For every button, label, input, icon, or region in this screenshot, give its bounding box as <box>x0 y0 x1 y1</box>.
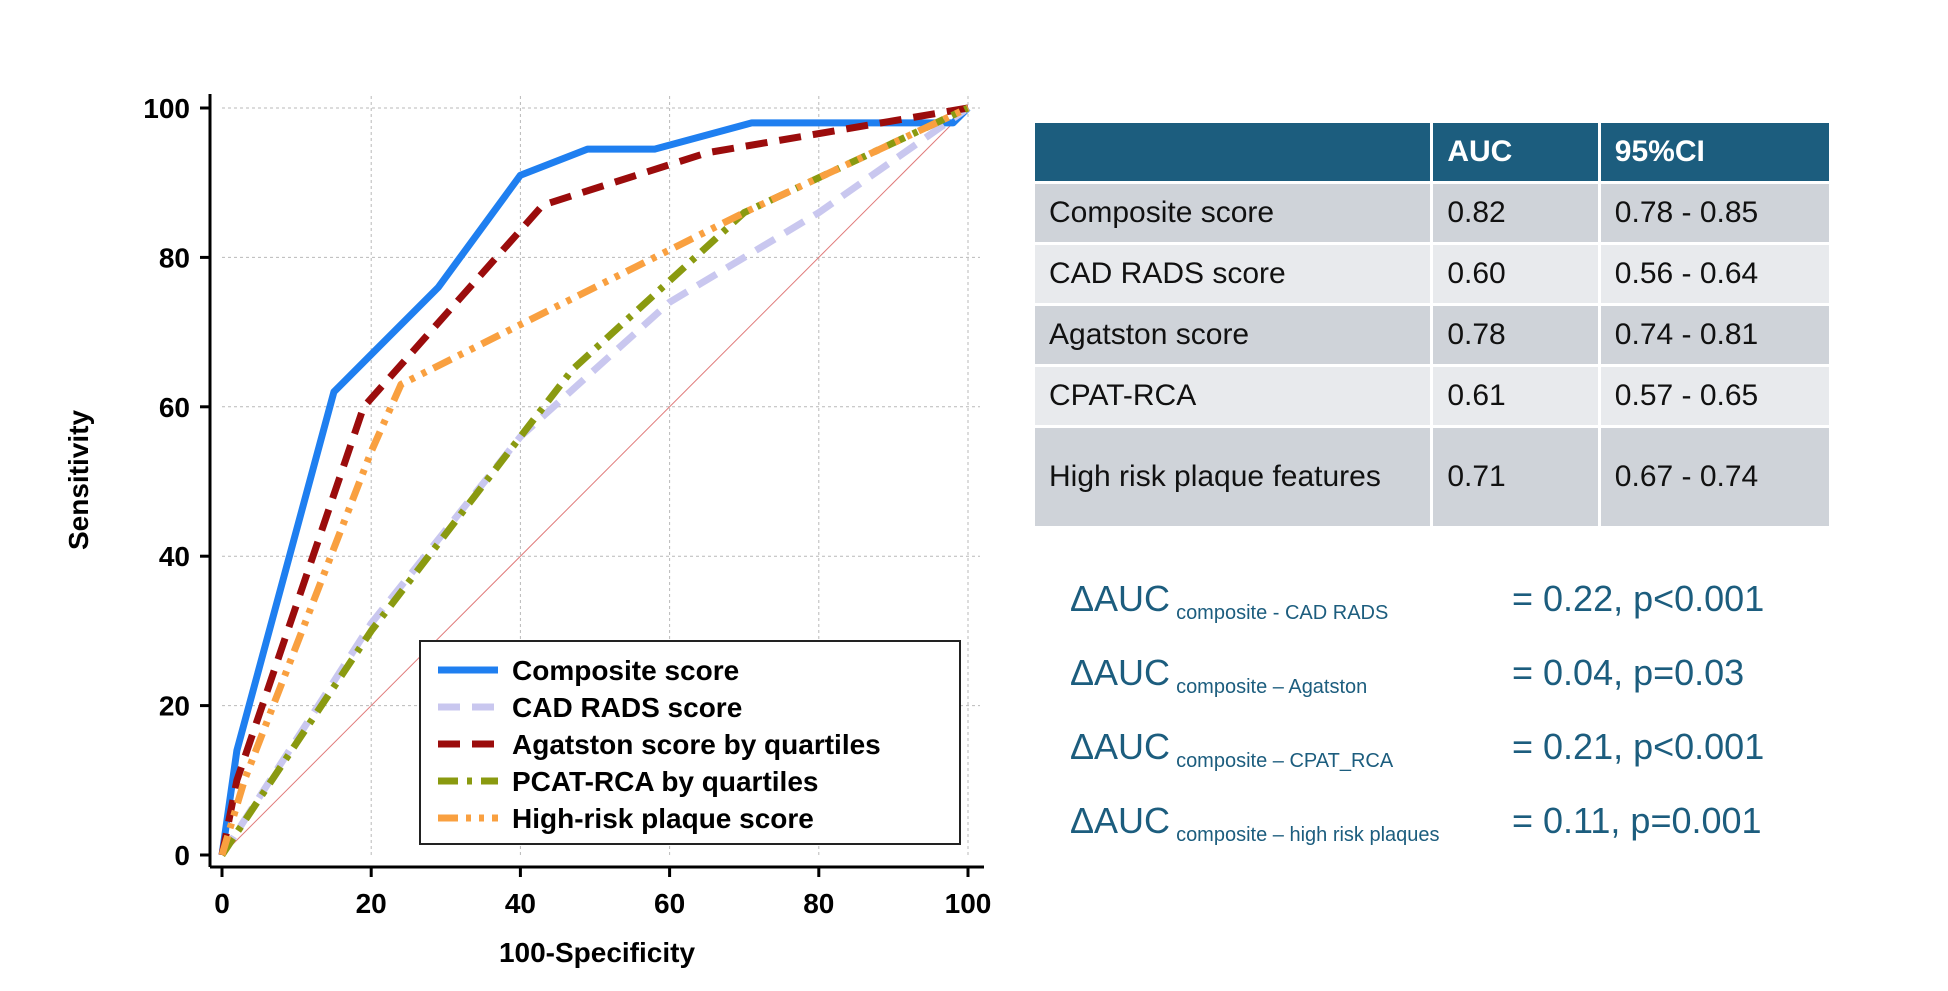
x-tick-label: 0 <box>214 888 230 919</box>
series-layer <box>218 104 971 857</box>
y-tick-label: 40 <box>159 541 190 572</box>
delta-row: ΔAUC composite – high risk plaques = 0.11… <box>1070 800 1900 874</box>
delta-label: ΔAUC composite – CPAT_RCA <box>1070 726 1394 772</box>
table-header-ci: 95%CI <box>1597 120 1833 184</box>
table-cell-ci: 0.56 - 0.64 <box>1597 242 1833 306</box>
axes <box>208 94 984 869</box>
x-tick-label: 40 <box>505 888 536 919</box>
delta-value: = 0.11, p=0.001 <box>1512 800 1762 841</box>
table-row: CAD RADS score 0.60 0.56 - 0.64 <box>1031 242 1833 306</box>
table-cell-ci: 0.67 - 0.74 <box>1597 425 1833 529</box>
table-row: CPAT-RCA 0.61 0.57 - 0.65 <box>1031 364 1833 428</box>
delta-label: ΔAUC composite – high risk plaques <box>1070 800 1440 846</box>
legend-label: CAD RADS score <box>512 692 742 723</box>
legend: Composite score CAD RADS score Agatston sc… <box>419 640 961 845</box>
legend-label: Agatston score by quartiles <box>512 729 881 760</box>
table-cell-ci: 0.78 - 0.85 <box>1597 181 1833 245</box>
y-tick-label: 60 <box>159 392 190 423</box>
x-tick-label: 60 <box>654 888 685 919</box>
table-cell-auc: 0.78 <box>1430 303 1601 367</box>
x-axis-label: 100-Specificity <box>499 937 696 968</box>
table-cell-label: Composite score <box>1031 181 1434 245</box>
legend-label: Composite score <box>512 655 739 686</box>
legend-box <box>419 640 961 845</box>
series-line-4 <box>218 104 970 857</box>
roc-chart: 0 20 40 60 80 100 0 20 40 60 80 100 100-Specificity… <box>63 93 991 968</box>
delta-auc-list: ΔAUC composite - CAD RADS = 0.22, p<0.001… <box>1070 578 1900 874</box>
table-cell-ci: 0.57 - 0.65 <box>1597 364 1833 428</box>
table-cell-auc: 0.71 <box>1430 425 1601 529</box>
table-cell-label: High risk plaque features <box>1031 425 1434 529</box>
delta-subscript: composite - CAD RADS <box>1176 602 1389 624</box>
tick-labels: 0 20 40 60 80 100 0 20 40 60 80 100 <box>143 93 991 919</box>
delta-label: ΔAUC composite - CAD RADS <box>1070 578 1389 624</box>
table-cell-label: Agatston score <box>1031 303 1434 367</box>
delta-row: ΔAUC composite – CPAT_RCA = 0.21, p<0.001 <box>1070 726 1900 800</box>
table-cell-label: CPAT-RCA <box>1031 364 1434 428</box>
delta-label: ΔAUC composite – Agatston <box>1070 652 1368 698</box>
y-axis-label: Sensitivity <box>63 410 94 550</box>
y-tick-label: 0 <box>174 840 190 871</box>
y-tick-label: 20 <box>159 691 190 722</box>
y-tick-label: 100 <box>143 93 190 124</box>
table-header-row: AUC 95%CI <box>1031 120 1833 184</box>
delta-subscript: composite – CPAT_RCA <box>1176 750 1394 772</box>
legend-label: High-risk plaque score <box>512 803 814 834</box>
legend-label: PCAT-RCA by quartiles <box>512 766 818 797</box>
y-tick-label: 80 <box>159 242 190 273</box>
series-line-2 <box>218 104 969 856</box>
series-line-1 <box>219 105 971 857</box>
delta-row: ΔAUC composite - CAD RADS = 0.22, p<0.001 <box>1070 578 1900 652</box>
delta-subscript: composite – Agatston <box>1176 676 1368 698</box>
series-line-3 <box>219 104 970 857</box>
reference-diagonal <box>221 107 969 856</box>
table-header-blank <box>1031 120 1434 184</box>
delta-value: = 0.04, p=0.03 <box>1512 652 1745 693</box>
table-header-auc: AUC <box>1430 120 1601 184</box>
table-cell-auc: 0.61 <box>1430 364 1601 428</box>
table-cell-auc: 0.60 <box>1430 242 1601 306</box>
table-cell-label: CAD RADS score <box>1031 242 1434 306</box>
table-row: Agatston score 0.78 0.74 - 0.81 <box>1031 303 1833 367</box>
series-line-0 <box>218 105 971 856</box>
auc-table: AUC 95%CI Composite score 0.82 0.78 - 0.… <box>1031 120 1833 529</box>
table-cell-ci: 0.74 - 0.81 <box>1597 303 1833 367</box>
table-row: Composite score 0.82 0.78 - 0.85 <box>1031 181 1833 245</box>
x-tick-label: 100 <box>945 888 992 919</box>
table-row: High risk plaque features 0.71 0.67 - 0.… <box>1031 425 1833 529</box>
delta-value: = 0.21, p<0.001 <box>1512 726 1765 767</box>
delta-subscript: composite – high risk plaques <box>1176 824 1440 846</box>
x-tick-label: 80 <box>803 888 834 919</box>
table-cell-auc: 0.82 <box>1430 181 1601 245</box>
delta-row: ΔAUC composite – Agatston = 0.04, p=0.03 <box>1070 652 1900 726</box>
x-tick-label: 20 <box>356 888 387 919</box>
delta-value: = 0.22, p<0.001 <box>1512 578 1765 619</box>
